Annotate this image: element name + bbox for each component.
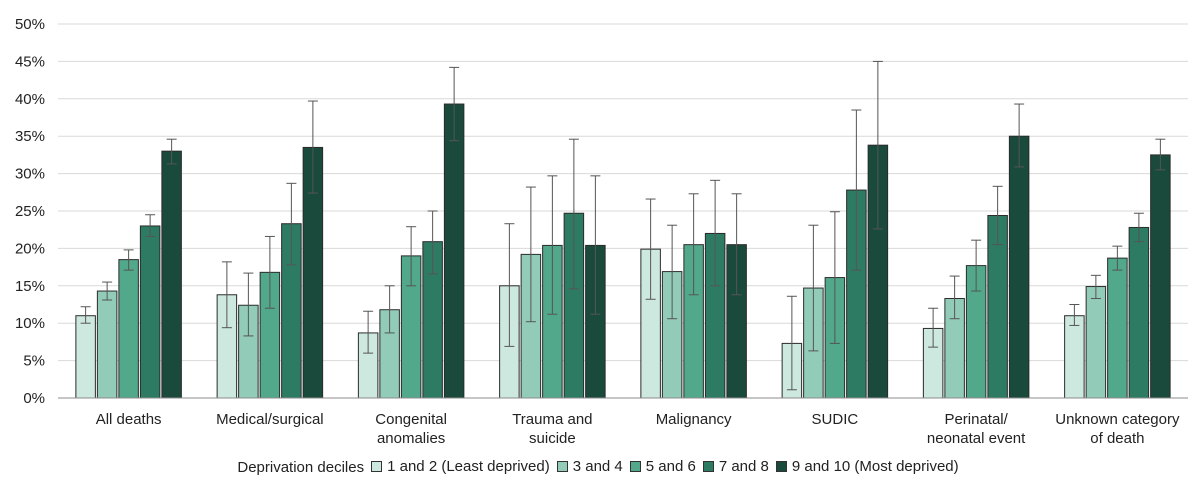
bar — [1064, 315, 1085, 399]
x-category-labels: All deaths Medical/surgical Congenital anom… — [96, 411, 1180, 447]
category-label-line: Trauma and — [512, 411, 592, 428]
y-tick-label: 15% — [15, 278, 45, 295]
category-label-line: of death — [1090, 430, 1144, 447]
y-tick-label: 25% — [15, 203, 45, 220]
category-label-line: Congenital — [375, 411, 447, 428]
legend-item: 7 and 8 — [702, 458, 769, 475]
category-label-line: suicide — [529, 430, 576, 447]
category-label-line: All deaths — [96, 411, 162, 428]
legend-swatch — [371, 461, 383, 472]
legend-label: 3 and 4 — [572, 458, 623, 475]
bar — [1128, 226, 1150, 399]
legend-swatch — [629, 461, 641, 472]
y-tick-label: 10% — [15, 315, 45, 332]
legend-swatch — [702, 461, 714, 472]
category-label-line: SUDIC — [812, 411, 859, 428]
category-label-line: Unknown category — [1055, 411, 1180, 428]
category-label: All deaths — [96, 411, 162, 428]
bar — [1107, 257, 1128, 399]
category-label: Malignancy — [656, 411, 732, 428]
category-label-line: Malignancy — [656, 411, 732, 428]
category-label-line: neonatal event — [927, 430, 1026, 447]
bars-layer — [75, 103, 1171, 399]
category-label: SUDIC — [812, 411, 859, 428]
legend-item: 5 and 6 — [629, 458, 696, 475]
category-label: Medical/surgical — [216, 411, 324, 428]
y-tick-label: 30% — [15, 166, 45, 183]
bar — [1150, 154, 1171, 399]
legend-swatch — [775, 461, 787, 472]
bar — [161, 150, 182, 399]
category-label-line: Medical/surgical — [216, 411, 324, 428]
category-label: Perinatal/neonatal event — [927, 411, 1026, 447]
bar — [139, 225, 161, 399]
bar — [118, 259, 139, 399]
bar — [443, 103, 465, 399]
legend-label: 7 and 8 — [718, 458, 769, 475]
y-tick-label: 0% — [23, 390, 45, 407]
y-tick-label: 5% — [23, 353, 45, 370]
legend-label: 9 and 10 (Most deprived) — [791, 458, 959, 475]
y-tick-labels: 0% 5% 10% 15% 20% 25% 30% 35% 40% 45% 50% — [15, 16, 45, 407]
y-tick-label: 35% — [15, 128, 45, 145]
error-bars-layer — [80, 60, 1166, 391]
bar — [75, 315, 96, 399]
legend-label: 1 and 2 (Least deprived) — [387, 458, 550, 475]
legend: Deprivation deciles 1 and 2 (Least depri… — [0, 458, 1196, 476]
y-tick-label: 20% — [15, 240, 45, 257]
legend-item: 1 and 2 (Least deprived) — [371, 458, 550, 475]
bar — [96, 290, 118, 399]
y-tick-label: 45% — [15, 53, 45, 70]
category-label: Unknown category of death — [1055, 411, 1180, 447]
bar — [1008, 135, 1030, 399]
legend-item: 3 and 4 — [556, 458, 623, 475]
bar — [1085, 286, 1107, 399]
category-label: Trauma and suicide — [512, 411, 592, 447]
category-label: Congenital anomalies — [375, 411, 447, 447]
legend-label: 5 and 6 — [645, 458, 696, 475]
legend-item: 9 and 10 (Most deprived) — [775, 458, 959, 475]
legend-swatch — [556, 461, 568, 472]
y-tick-label: 50% — [15, 16, 45, 33]
category-label-line: Perinatal/ — [944, 411, 1008, 428]
y-tick-label: 40% — [15, 91, 45, 108]
category-label-line: anomalies — [377, 430, 445, 447]
legend-items: 1 and 2 (Least deprived) 3 and 4 5 and 6 7 … — [364, 458, 959, 476]
legend-title: Deprivation deciles — [237, 458, 365, 476]
